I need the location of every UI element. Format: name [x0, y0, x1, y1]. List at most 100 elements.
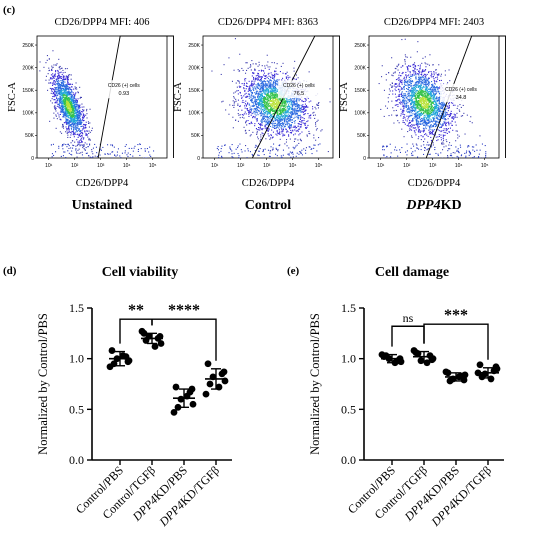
flow-event-dot [315, 139, 317, 141]
flow-event-dot [281, 125, 283, 127]
flow-event-dot [62, 89, 64, 91]
flow-event-dot [291, 97, 293, 99]
flow-event-dot [251, 113, 253, 115]
flow-event-dot [111, 157, 113, 158]
flow-event-dot [70, 125, 72, 127]
flow-event-dot [447, 128, 449, 130]
flow-event-dot [263, 106, 265, 108]
flow-event-dot [255, 92, 257, 94]
flow-event-dot [240, 149, 242, 151]
flow-event-dot [68, 98, 70, 100]
flow-event-dot [441, 113, 443, 115]
flow-event-dot [404, 114, 406, 116]
flow-event-dot [264, 108, 266, 110]
flow-event-dot [307, 97, 309, 99]
flow-event-dot [63, 100, 65, 102]
flow-event-dot [296, 109, 298, 111]
flow-event-dot [402, 112, 404, 114]
flow-event-dot [449, 142, 451, 144]
flow-event-dot [432, 133, 434, 135]
flow-event-dot [232, 100, 234, 102]
flow-event-dot [278, 104, 280, 106]
flow-event-dot [262, 80, 264, 82]
flow-event-dot [455, 124, 457, 126]
flow-event-dot [276, 63, 278, 65]
flow-event-dot [72, 123, 74, 125]
flow-event-dot [432, 130, 434, 132]
flow-event-dot [244, 90, 246, 92]
flow-event-dot [296, 112, 298, 114]
flow-event-dot [403, 136, 405, 138]
flow-event-dot [276, 111, 278, 113]
flow-event-dot [270, 99, 272, 101]
flow-event-dot [64, 94, 66, 96]
flow-event-dot [62, 101, 64, 103]
flow-event-dot [392, 107, 394, 109]
flow-event-dot [409, 112, 411, 114]
flow-event-dot [74, 108, 76, 110]
flow-event-dot [78, 118, 80, 120]
flow-event-dot [263, 96, 265, 98]
flow-event-dot [247, 90, 249, 92]
flow-event-dot [436, 109, 438, 111]
flow-event-dot [39, 70, 41, 72]
flow-event-dot [256, 132, 258, 134]
flow-event-dot [271, 110, 273, 112]
flow-event-dot [76, 118, 78, 120]
flow-event-dot [261, 94, 263, 96]
flow-event-dot [423, 107, 425, 109]
flow-event-dot [445, 132, 447, 134]
flow-event-dot [419, 88, 421, 90]
flow-event-dot [85, 124, 87, 126]
flow-event-dot [272, 122, 274, 124]
flow-event-dot [52, 77, 54, 79]
flow-event-dot [276, 114, 278, 116]
flow-event-dot [86, 134, 88, 136]
flow-event-dot [275, 124, 277, 126]
flow-event-dot [407, 124, 409, 126]
flow-event-dot [69, 125, 71, 127]
flow-event-dot [66, 102, 68, 104]
flow-event-dot [415, 116, 417, 118]
flow-event-dot [81, 103, 83, 105]
flow-event-dot [77, 106, 79, 108]
flow-event-dot [75, 99, 77, 101]
flow-event-dot [50, 78, 52, 80]
flow-event-dot [284, 109, 286, 111]
flow-event-dot [266, 104, 268, 106]
flow-event-dot [278, 99, 280, 101]
flow-event-dot [69, 84, 71, 86]
flow-event-dot [80, 137, 82, 139]
flow-event-dot [279, 131, 281, 133]
flow-event-dot [70, 78, 72, 80]
flow-event-dot [65, 126, 67, 128]
flow-event-dot [257, 94, 259, 96]
flow-event-dot [67, 80, 69, 82]
flow-gate-label: CD26 (+) cells [283, 83, 315, 89]
flow-event-dot [316, 103, 318, 105]
flow-event-dot [412, 93, 414, 95]
flow-event-dot [291, 107, 293, 109]
flow-event-dot [400, 75, 402, 77]
flow-event-dot [299, 108, 301, 110]
flow-event-dot [232, 104, 234, 106]
flow-event-dot [250, 83, 252, 85]
flow-event-dot [63, 113, 65, 115]
flow-event-dot [411, 75, 413, 77]
flow-event-dot [272, 131, 274, 133]
flow-event-dot [54, 83, 56, 85]
flow-event-dot [409, 80, 411, 82]
flow-event-dot [248, 89, 250, 91]
flow-event-dot [425, 69, 427, 71]
flow-event-dot [237, 104, 239, 106]
flow-event-dot [258, 70, 260, 72]
flow-event-dot [253, 89, 255, 91]
flow-event-dot [279, 122, 281, 124]
flow-event-dot [405, 79, 407, 81]
flow-event-dot [305, 105, 307, 107]
flow-event-dot [412, 143, 414, 145]
flow-event-dot [78, 122, 80, 124]
flow-event-dot [71, 154, 73, 156]
flow-event-dot [287, 106, 289, 108]
